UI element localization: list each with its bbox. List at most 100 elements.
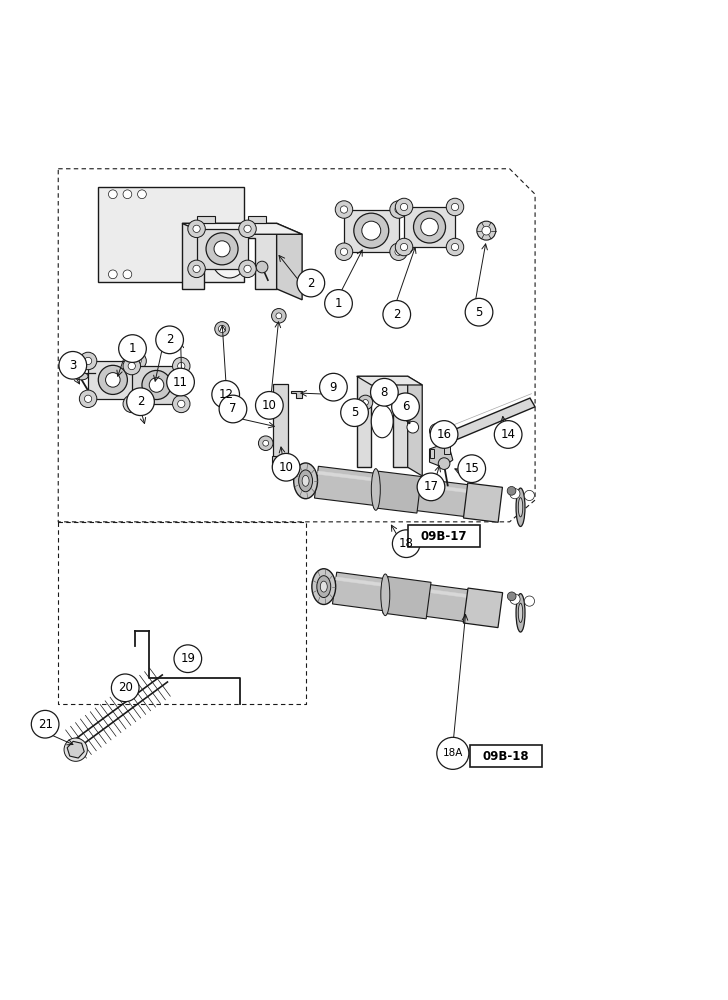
- Text: 2: 2: [393, 308, 400, 321]
- Circle shape: [362, 221, 381, 240]
- Circle shape: [383, 301, 411, 328]
- Polygon shape: [451, 398, 535, 440]
- Circle shape: [206, 233, 238, 265]
- Circle shape: [507, 486, 516, 495]
- Circle shape: [108, 270, 117, 279]
- Circle shape: [335, 243, 352, 260]
- Circle shape: [407, 421, 419, 433]
- Circle shape: [219, 395, 247, 423]
- Bar: [470, 745, 542, 767]
- Circle shape: [430, 421, 458, 448]
- Ellipse shape: [75, 373, 88, 380]
- Circle shape: [477, 221, 496, 240]
- Polygon shape: [444, 445, 450, 454]
- Circle shape: [128, 400, 135, 408]
- Circle shape: [119, 335, 146, 362]
- Ellipse shape: [371, 405, 393, 438]
- Polygon shape: [314, 466, 494, 520]
- Circle shape: [390, 243, 407, 260]
- Circle shape: [84, 357, 92, 365]
- Text: 18A: 18A: [443, 748, 463, 758]
- Circle shape: [341, 206, 348, 213]
- Text: 2: 2: [137, 395, 144, 408]
- Circle shape: [129, 352, 146, 370]
- Circle shape: [400, 243, 408, 251]
- Circle shape: [524, 490, 534, 501]
- Circle shape: [446, 198, 464, 216]
- Bar: [408, 525, 480, 547]
- Text: 11: 11: [173, 376, 188, 389]
- Circle shape: [272, 309, 286, 323]
- Polygon shape: [357, 376, 422, 385]
- Circle shape: [341, 399, 368, 426]
- Text: 10: 10: [279, 461, 293, 474]
- Circle shape: [395, 206, 402, 213]
- Polygon shape: [272, 456, 289, 467]
- Ellipse shape: [381, 574, 389, 616]
- Circle shape: [437, 737, 469, 769]
- Circle shape: [392, 393, 419, 421]
- Text: 10: 10: [262, 399, 277, 412]
- Polygon shape: [182, 223, 277, 289]
- Text: 1: 1: [129, 342, 136, 355]
- Text: 5: 5: [351, 406, 358, 419]
- Circle shape: [400, 203, 408, 211]
- Circle shape: [142, 370, 171, 400]
- Circle shape: [111, 674, 139, 702]
- Ellipse shape: [446, 427, 457, 445]
- Polygon shape: [408, 376, 422, 476]
- Circle shape: [276, 313, 282, 319]
- Circle shape: [354, 213, 389, 248]
- Polygon shape: [317, 471, 493, 496]
- Text: 17: 17: [424, 480, 438, 493]
- Text: 3: 3: [69, 359, 76, 372]
- Circle shape: [129, 390, 146, 408]
- Circle shape: [214, 241, 230, 257]
- Text: 9: 9: [330, 381, 337, 394]
- Polygon shape: [373, 471, 422, 513]
- Circle shape: [451, 243, 459, 251]
- Ellipse shape: [516, 594, 525, 632]
- Polygon shape: [464, 483, 502, 522]
- Polygon shape: [132, 366, 181, 404]
- Text: 19: 19: [181, 652, 195, 665]
- Text: 15: 15: [464, 462, 479, 475]
- Circle shape: [414, 211, 446, 243]
- Ellipse shape: [211, 234, 248, 278]
- Ellipse shape: [518, 498, 523, 517]
- Circle shape: [173, 357, 190, 375]
- Circle shape: [438, 458, 450, 469]
- Circle shape: [212, 381, 240, 408]
- Circle shape: [123, 395, 141, 413]
- Circle shape: [395, 248, 402, 255]
- Circle shape: [297, 269, 325, 297]
- Circle shape: [134, 357, 141, 365]
- Polygon shape: [197, 229, 248, 269]
- Circle shape: [451, 203, 459, 211]
- Circle shape: [510, 594, 520, 604]
- Circle shape: [417, 473, 445, 501]
- Polygon shape: [248, 216, 266, 223]
- Circle shape: [239, 220, 256, 238]
- Text: 8: 8: [381, 386, 388, 399]
- Circle shape: [263, 440, 269, 446]
- Ellipse shape: [293, 463, 317, 499]
- Circle shape: [215, 322, 229, 336]
- Polygon shape: [430, 443, 453, 467]
- Circle shape: [465, 298, 493, 326]
- Circle shape: [448, 430, 457, 439]
- Circle shape: [134, 395, 141, 402]
- Polygon shape: [430, 449, 434, 458]
- Text: 7: 7: [229, 402, 237, 416]
- Circle shape: [79, 390, 97, 408]
- Circle shape: [272, 453, 300, 481]
- Circle shape: [239, 260, 256, 278]
- Polygon shape: [182, 223, 302, 234]
- Text: 21: 21: [38, 718, 52, 731]
- Circle shape: [392, 530, 420, 558]
- Circle shape: [123, 357, 141, 375]
- Text: 09B-17: 09B-17: [421, 530, 467, 543]
- Circle shape: [335, 201, 352, 218]
- Circle shape: [156, 326, 183, 354]
- Polygon shape: [463, 588, 502, 628]
